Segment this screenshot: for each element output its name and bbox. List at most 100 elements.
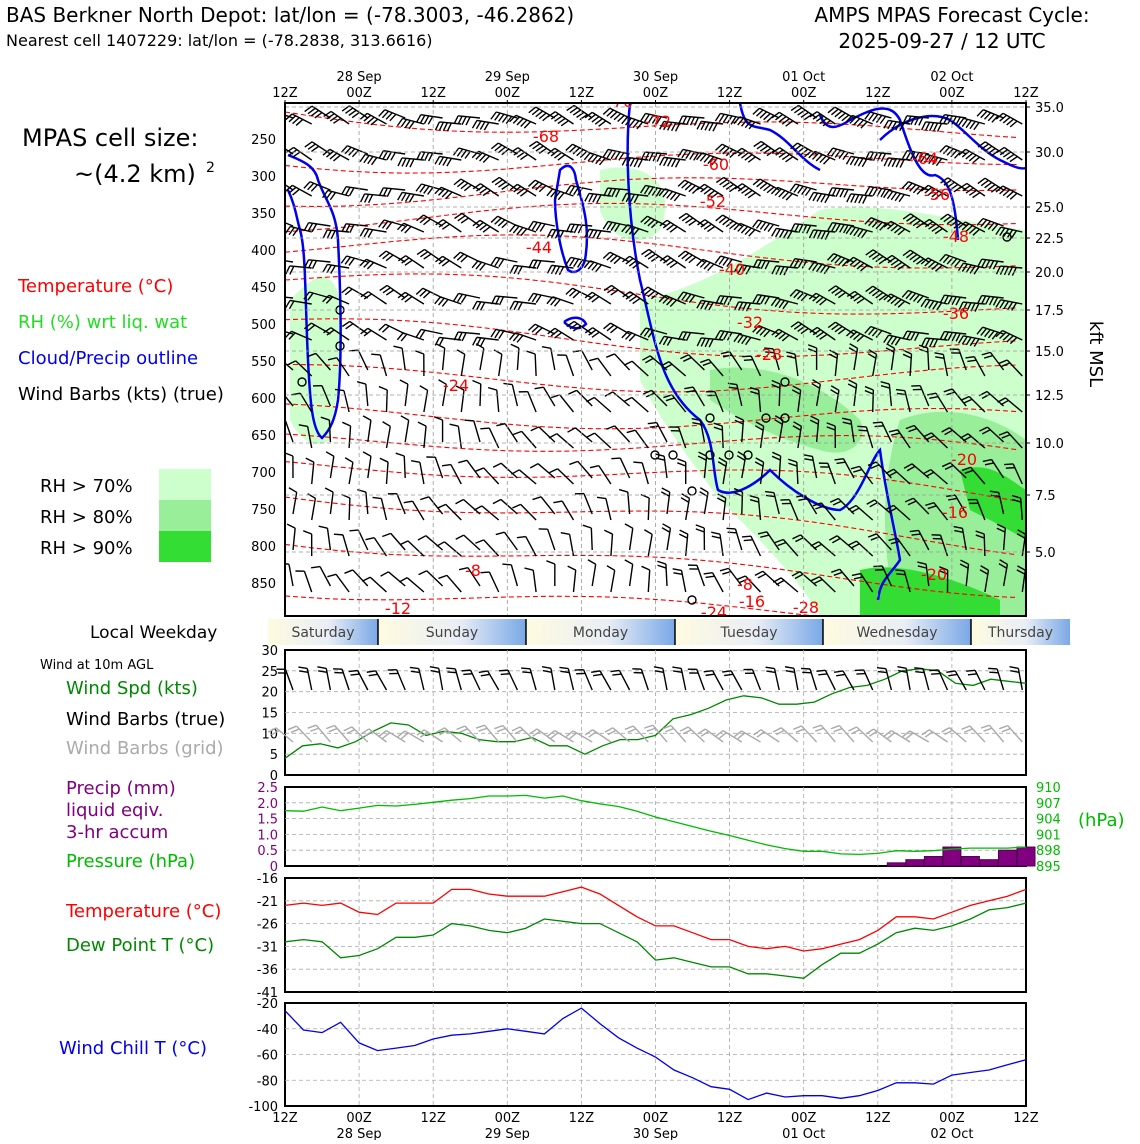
pressure-tick-label: 901 <box>1036 828 1061 843</box>
panel-tick-label: -60 <box>257 1049 278 1064</box>
legend-precip-3: 3-hr accum <box>66 822 168 843</box>
height-tick-label: 35.0 <box>1035 101 1064 116</box>
surface-wind-barb-feather <box>816 670 825 671</box>
forecast-cycle-label: AMPS MPAS Forecast Cycle: <box>814 3 1089 27</box>
isotherm-label: -56 <box>924 185 950 204</box>
wind-barb-feather <box>873 422 882 423</box>
wind-barb-feather <box>267 296 271 304</box>
wind-barb-feather <box>611 458 620 459</box>
isotherm-label: -44 <box>526 238 552 257</box>
panel-tick-label: 15 <box>261 707 278 722</box>
height-tick-label: 22.5 <box>1035 232 1064 247</box>
top-hour-tick: 00Z <box>939 86 965 101</box>
panel-tick-label: -40 <box>257 1023 278 1038</box>
weekday-name: Saturday <box>291 625 354 641</box>
surface-wind-barb-feather <box>966 670 975 671</box>
wind-barb-feather <box>271 259 275 267</box>
surface-wind-barb-feather <box>931 674 940 675</box>
top-date-label: 28 Sep <box>337 70 382 85</box>
wind-barb-feather <box>465 420 474 421</box>
pressure-tick-label: 550 <box>251 355 276 370</box>
precip-bar <box>906 860 924 866</box>
cell-size-exponent: 2 <box>206 160 215 176</box>
pressure-tick-label: 250 <box>251 133 276 148</box>
surface-wind-barb-feather <box>989 672 998 673</box>
pressure-tick-label: 500 <box>251 318 276 333</box>
wind-barb-feather <box>875 426 884 427</box>
forecast-cycle-date: 2025-09-27 / 12 UTC <box>838 29 1045 53</box>
bottom-date-label: 01 Oct <box>782 1127 825 1140</box>
isotherm-label: -28 <box>756 345 782 364</box>
isotherm-label: -16 <box>739 592 765 611</box>
surface-wind-barb-feather <box>501 674 510 675</box>
panel-tick-label: 5 <box>270 748 278 763</box>
isotherm-label: -68 <box>533 127 559 146</box>
bottom-hour-tick: 12Z <box>569 1111 595 1126</box>
isotherm-label: -8 <box>737 575 753 594</box>
panel-tick-label: -31 <box>257 940 278 955</box>
surface-wind-barb-feather <box>521 668 530 669</box>
legend-pressure: Pressure (hPa) <box>66 851 195 872</box>
wind-barb <box>349 498 350 520</box>
cross-section-panel: -76 -72 -68 -64 -60 -56 -52 -48 -44 -40 … <box>266 92 1026 625</box>
pressure-tick-label: 898 <box>1036 844 1061 859</box>
nearest-cell: Nearest cell 1407229: lat/lon = (-78.283… <box>6 31 433 50</box>
top-date-label: 01 Oct <box>782 70 825 85</box>
pressure-tick-label: 450 <box>251 281 276 296</box>
isotherm-label: -52 <box>700 192 726 211</box>
pressure-tick-label: 300 <box>251 170 276 185</box>
surface-wind-barb-feather <box>914 668 923 669</box>
panel-tick-label: -21 <box>257 895 278 910</box>
legend-temp: Temperature (°C) <box>65 901 221 922</box>
height-tick-label: 12.5 <box>1035 389 1064 404</box>
wind-barb-feather <box>633 462 642 463</box>
wind-barb-feather <box>742 536 751 537</box>
weekday-name: Monday <box>573 625 628 641</box>
wind-barb-feather <box>480 572 489 573</box>
swatch-rh70 <box>159 469 211 500</box>
bottom-hour-tick: 00Z <box>495 1111 521 1126</box>
isotherm-label: -8 <box>465 561 481 580</box>
wind-barb-feather <box>274 113 280 120</box>
height-axis: 35.030.025.022.520.017.515.012.510.07.55… <box>1026 101 1064 561</box>
wind-barb-feather <box>502 564 511 565</box>
panel-tick-label: 2.5 <box>257 781 278 796</box>
wind-barb <box>535 354 536 376</box>
legend-dew: Dew Point T (°C) <box>66 935 214 956</box>
top-hour-tick: 12Z <box>420 86 446 101</box>
windchill-panel: -20-40-60-80-100 <box>248 997 1026 1115</box>
wind-barb-feather <box>267 259 271 267</box>
pressure-tick-label: 904 <box>1036 813 1061 828</box>
wind-barb-feather <box>1006 468 1015 469</box>
wind-barb-feather <box>728 532 737 533</box>
bottom-hour-tick: 00Z <box>643 1111 669 1126</box>
top-date-label: 02 Oct <box>930 70 973 85</box>
panel-tick-label: 20 <box>261 686 278 701</box>
wind-barb-feather <box>270 112 276 119</box>
pressure-tick-label: 750 <box>251 503 276 518</box>
weekday-name: Wednesday <box>856 625 937 641</box>
weekday-name: Thursday <box>987 625 1053 641</box>
surface-wind-barb-feather <box>499 670 508 671</box>
isotherm-label: -20 <box>921 565 947 584</box>
surface-wind-barb-feather <box>522 672 531 673</box>
weekday-label: Local Weekday <box>90 623 217 643</box>
legend-wind-speed: Wind Spd (kts) <box>66 678 198 699</box>
bottom-hour-tick: 00Z <box>346 1111 372 1126</box>
isotherm-label: -32 <box>737 313 763 332</box>
surface-wind-barb-feather <box>462 670 471 671</box>
wind-barb-feather <box>349 530 358 531</box>
wind-barb <box>480 384 481 406</box>
panel-tick-label: -80 <box>257 1074 278 1089</box>
precip-bar <box>887 863 905 866</box>
bottom-date-label: 02 Oct <box>930 1127 973 1140</box>
surface-wind-barb-feather <box>801 668 810 669</box>
legend-rh: RH (%) wrt liq. wat <box>18 312 187 333</box>
panel-tick-label: 10 <box>261 727 278 742</box>
pressure-tick-label: 650 <box>251 429 276 444</box>
height-tick-label: 17.5 <box>1035 304 1064 319</box>
